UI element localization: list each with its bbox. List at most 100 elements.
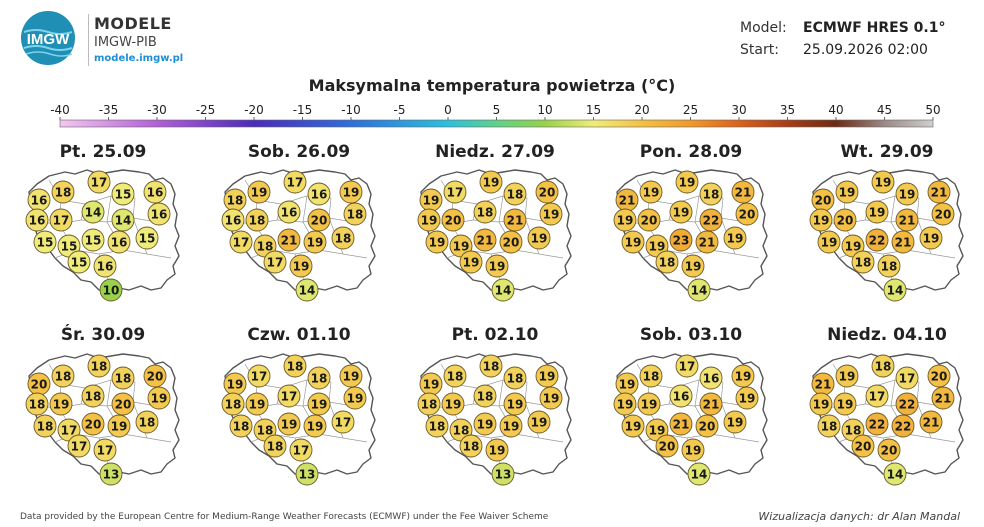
temperature-marker[interactable]: 18 — [479, 354, 503, 378]
temperature-marker[interactable]: 20 — [27, 372, 51, 396]
temperature-marker[interactable]: 20 — [931, 202, 955, 226]
temperature-marker[interactable]: 14 — [883, 278, 907, 302]
temperature-marker[interactable]: 20 — [111, 392, 135, 416]
temperature-marker[interactable]: 19 — [621, 230, 645, 254]
temperature-marker[interactable]: 17 — [229, 230, 253, 254]
temperature-marker[interactable]: 18 — [655, 250, 679, 274]
temperature-marker[interactable]: 17 — [247, 364, 271, 388]
temperature-marker[interactable]: 16 — [27, 188, 51, 212]
temperature-marker[interactable]: 18 — [223, 188, 247, 212]
temperature-marker[interactable]: 18 — [81, 384, 105, 408]
temperature-marker[interactable]: 18 — [51, 180, 75, 204]
temperature-marker[interactable]: 19 — [809, 392, 833, 416]
temperature-marker[interactable]: 19 — [147, 386, 171, 410]
temperature-marker[interactable]: 19 — [865, 200, 889, 224]
temperature-marker[interactable]: 19 — [417, 208, 441, 232]
temperature-marker[interactable]: 20 — [143, 364, 167, 388]
temperature-marker[interactable]: 20 — [695, 414, 719, 438]
temperature-marker[interactable]: 16 — [143, 180, 167, 204]
temperature-marker[interactable]: 19 — [615, 372, 639, 396]
temperature-marker[interactable]: 18 — [307, 366, 331, 390]
temperature-marker[interactable]: 18 — [111, 366, 135, 390]
temperature-marker[interactable]: 20 — [833, 208, 857, 232]
temperature-marker[interactable]: 19 — [49, 392, 73, 416]
temperature-marker[interactable]: 20 — [637, 208, 661, 232]
temperature-marker[interactable]: 19 — [539, 202, 563, 226]
temperature-marker[interactable]: 21 — [473, 228, 497, 252]
temperature-marker[interactable]: 19 — [637, 392, 661, 416]
temperature-marker[interactable]: 17 — [87, 170, 111, 194]
temperature-marker[interactable]: 18 — [283, 354, 307, 378]
temperature-marker[interactable]: 19 — [639, 180, 663, 204]
temperature-marker[interactable]: 20 — [441, 208, 465, 232]
temperature-marker[interactable]: 19 — [681, 438, 705, 462]
temperature-marker[interactable]: 17 — [263, 250, 287, 274]
temperature-marker[interactable]: 20 — [81, 412, 105, 436]
temperature-marker[interactable]: 10 — [99, 278, 123, 302]
temperature-marker[interactable]: 19 — [503, 392, 527, 416]
temperature-marker[interactable]: 17 — [865, 384, 889, 408]
temperature-marker[interactable]: 21 — [695, 230, 719, 254]
temperature-marker[interactable]: 18 — [503, 366, 527, 390]
temperature-marker[interactable]: 14 — [883, 462, 907, 486]
temperature-marker[interactable]: 18 — [817, 414, 841, 438]
temperature-marker[interactable]: 15 — [67, 250, 91, 274]
temperature-marker[interactable]: 19 — [723, 226, 747, 250]
temperature-marker[interactable]: 20 — [811, 188, 835, 212]
temperature-marker[interactable]: 19 — [343, 386, 367, 410]
temperature-marker[interactable]: 18 — [33, 414, 57, 438]
temperature-marker[interactable]: 21 — [919, 410, 943, 434]
temperature-marker[interactable]: 19 — [527, 410, 551, 434]
temperature-marker[interactable]: 21 — [891, 230, 915, 254]
temperature-marker[interactable]: 22 — [865, 412, 889, 436]
temperature-marker[interactable]: 19 — [339, 364, 363, 388]
brand-url[interactable]: modele.imgw.pl — [94, 53, 184, 64]
temperature-marker[interactable]: 21 — [811, 372, 835, 396]
temperature-marker[interactable]: 19 — [731, 364, 755, 388]
temperature-marker[interactable]: 18 — [459, 434, 483, 458]
temperature-marker[interactable]: 16 — [307, 182, 331, 206]
temperature-marker[interactable]: 16 — [93, 254, 117, 278]
temperature-marker[interactable]: 19 — [527, 226, 551, 250]
temperature-marker[interactable]: 13 — [295, 462, 319, 486]
temperature-marker[interactable]: 22 — [895, 392, 919, 416]
temperature-marker[interactable]: 17 — [49, 208, 73, 232]
temperature-marker[interactable]: 19 — [339, 180, 363, 204]
temperature-marker[interactable]: 20 — [877, 438, 901, 462]
temperature-marker[interactable]: 19 — [245, 392, 269, 416]
temperature-marker[interactable]: 21 — [277, 228, 301, 252]
temperature-marker[interactable]: 18 — [263, 434, 287, 458]
temperature-marker[interactable]: 19 — [621, 414, 645, 438]
temperature-marker[interactable]: 14 — [687, 278, 711, 302]
temperature-marker[interactable]: 19 — [723, 410, 747, 434]
temperature-marker[interactable]: 19 — [919, 226, 943, 250]
temperature-marker[interactable]: 19 — [835, 364, 859, 388]
temperature-marker[interactable]: 21 — [503, 208, 527, 232]
temperature-marker[interactable]: 19 — [675, 170, 699, 194]
temperature-marker[interactable]: 18 — [473, 200, 497, 224]
temperature-marker[interactable]: 20 — [655, 434, 679, 458]
temperature-marker[interactable]: 18 — [425, 414, 449, 438]
temperature-marker[interactable]: 19 — [895, 182, 919, 206]
temperature-marker[interactable]: 19 — [419, 188, 443, 212]
temperature-marker[interactable]: 21 — [895, 208, 919, 232]
temperature-marker[interactable]: 19 — [223, 372, 247, 396]
temperature-marker[interactable]: 19 — [871, 170, 895, 194]
temperature-marker[interactable]: 19 — [681, 254, 705, 278]
temperature-marker[interactable]: 19 — [817, 230, 841, 254]
temperature-marker[interactable]: 19 — [499, 414, 523, 438]
temperature-marker[interactable]: 19 — [441, 392, 465, 416]
temperature-marker[interactable]: 19 — [459, 250, 483, 274]
temperature-marker[interactable]: 17 — [93, 438, 117, 462]
temperature-marker[interactable]: 17 — [675, 354, 699, 378]
temperature-marker[interactable]: 20 — [927, 364, 951, 388]
temperature-marker[interactable]: 17 — [67, 434, 91, 458]
temperature-marker[interactable]: 20 — [499, 230, 523, 254]
temperature-marker[interactable]: 19 — [833, 392, 857, 416]
temperature-marker[interactable]: 15 — [81, 228, 105, 252]
temperature-marker[interactable]: 15 — [135, 226, 159, 250]
temperature-marker[interactable]: 22 — [865, 228, 889, 252]
temperature-marker[interactable]: 18 — [699, 182, 723, 206]
temperature-marker[interactable]: 17 — [443, 180, 467, 204]
temperature-marker[interactable]: 18 — [87, 354, 111, 378]
